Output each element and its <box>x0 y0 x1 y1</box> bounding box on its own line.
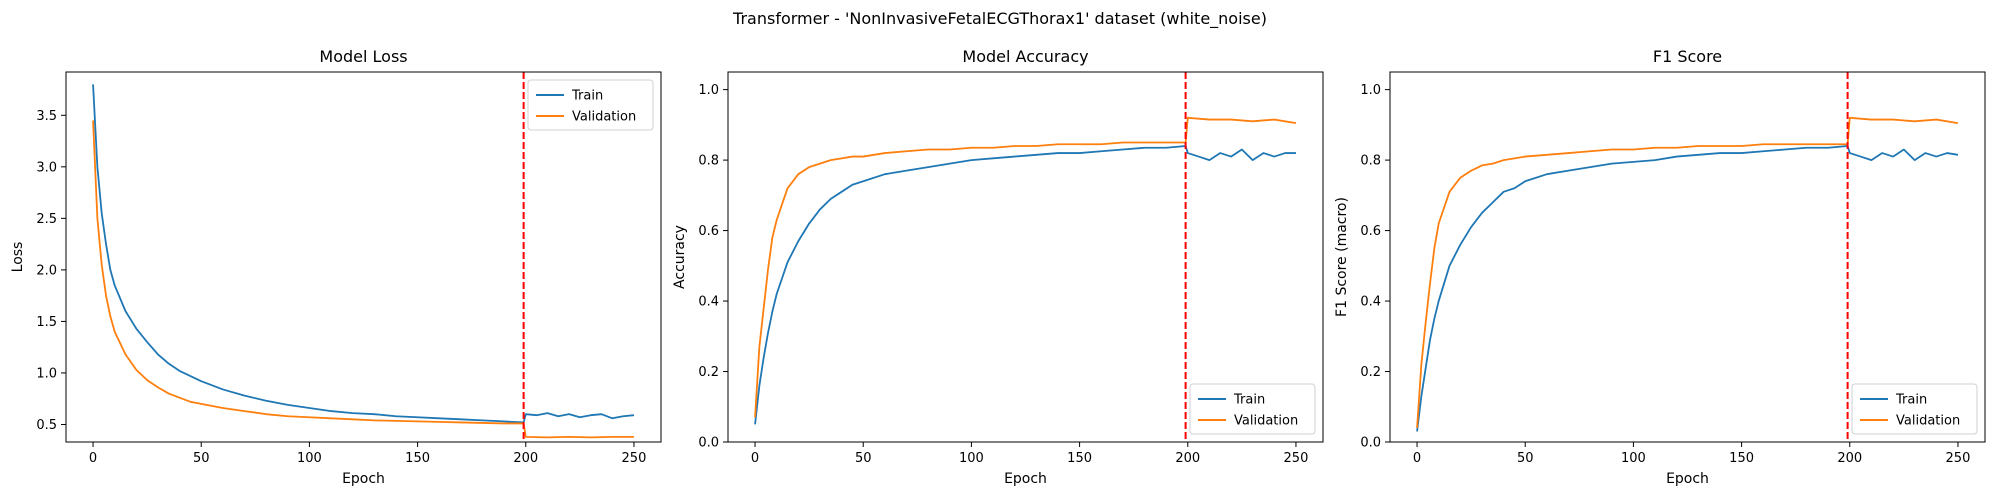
chart-title: Model Loss <box>319 47 407 66</box>
x-tick-label: 50 <box>1517 451 1534 466</box>
legend: Train Validation <box>1851 383 1978 435</box>
legend: Train Validation <box>1189 383 1316 435</box>
legend-label-train: Train <box>1233 393 1265 408</box>
x-tick-label: 0 <box>1413 451 1421 466</box>
legend-label-validation: Validation <box>1234 414 1298 429</box>
plot-frame <box>727 71 1324 443</box>
y-tick-label: 1.0 <box>36 366 57 381</box>
series-line-validation <box>754 116 1297 418</box>
legend-label-validation: Validation <box>572 110 636 125</box>
series-line-train <box>754 145 1296 425</box>
legend-label-train: Train <box>1895 393 1927 408</box>
chart-f1: F1 Score 0 50 100 150 200 250 0.0 0.2 0.4 0.6 0.8 1.… <box>1334 47 1986 487</box>
y-axis-label: F1 Score (macro) <box>1334 197 1350 317</box>
y-tick-label: 0.6 <box>1360 224 1381 239</box>
x-tick-label: 200 <box>513 451 538 466</box>
x-tick-label: 0 <box>751 451 759 466</box>
y-tick-label: 1.0 <box>698 83 719 98</box>
plot-frame <box>1389 71 1986 443</box>
y-tick-label: 0.0 <box>698 436 719 451</box>
y-tick-label: 2.0 <box>36 263 57 278</box>
y-tick-label: 0.6 <box>698 224 719 239</box>
plot-frame <box>65 71 662 443</box>
y-tick-label: 0.8 <box>1360 154 1381 169</box>
series-line-train <box>92 84 635 424</box>
y-tick-label: 3.5 <box>36 109 57 124</box>
x-axis-label: Epoch <box>1004 471 1047 487</box>
x-tick-label: 150 <box>405 451 430 466</box>
legend-label-validation: Validation <box>1896 414 1960 429</box>
legend-box <box>1189 383 1316 435</box>
chart-title: Model Accuracy <box>962 47 1088 66</box>
legend: Train Validation <box>527 79 654 131</box>
x-tick-label: 200 <box>1175 451 1200 466</box>
x-tick-label: 150 <box>1729 451 1754 466</box>
legend-box <box>527 79 654 131</box>
series-line-validation <box>1416 116 1959 428</box>
x-tick-label: 50 <box>193 451 210 466</box>
x-tick-label: 200 <box>1837 451 1862 466</box>
legend-label-train: Train <box>571 89 603 104</box>
y-tick-label: 0.4 <box>1360 295 1381 310</box>
y-tick-label: 0.0 <box>1360 436 1381 451</box>
x-tick-label: 0 <box>89 451 97 466</box>
x-tick-label: 100 <box>959 451 984 466</box>
x-tick-label: 100 <box>1621 451 1646 466</box>
x-tick-label: 100 <box>297 451 322 466</box>
y-tick-label: 0.8 <box>698 154 719 169</box>
chart-title: F1 Score <box>1653 47 1722 66</box>
y-tick-label: 3.0 <box>36 160 57 175</box>
chart-accuracy: Model Accuracy 0 50 100 150 200 250 0.0 0.2 0.4 0.… <box>672 47 1324 487</box>
legend-box <box>1851 383 1978 435</box>
x-axis-label: Epoch <box>1666 471 1709 487</box>
y-tick-label: 0.2 <box>1360 365 1381 380</box>
figure-suptitle: Transformer - 'NonInvasiveFetalECGThorax… <box>732 9 1267 29</box>
y-tick-label: 1.5 <box>36 315 57 330</box>
x-tick-label: 250 <box>1284 451 1309 466</box>
y-tick-label: 2.5 <box>36 212 57 227</box>
y-tick-label: 0.4 <box>698 295 719 310</box>
x-tick-label: 250 <box>1946 451 1971 466</box>
y-axis-label: Loss <box>10 242 26 273</box>
x-axis-label: Epoch <box>342 471 385 487</box>
y-axis-label: Accuracy <box>672 225 688 289</box>
chart-loss: Model Loss 0 50 100 150 200 250 0.5 1.0 1.5 2.0 2.5… <box>10 47 662 487</box>
y-tick-label: 0.5 <box>36 418 57 433</box>
series-line-train <box>1416 145 1959 432</box>
y-tick-label: 1.0 <box>1360 83 1381 98</box>
x-tick-label: 50 <box>855 451 872 466</box>
y-tick-label: 0.2 <box>698 365 719 380</box>
series-line-validation <box>92 120 634 439</box>
x-tick-label: 250 <box>622 451 647 466</box>
x-tick-label: 150 <box>1067 451 1092 466</box>
